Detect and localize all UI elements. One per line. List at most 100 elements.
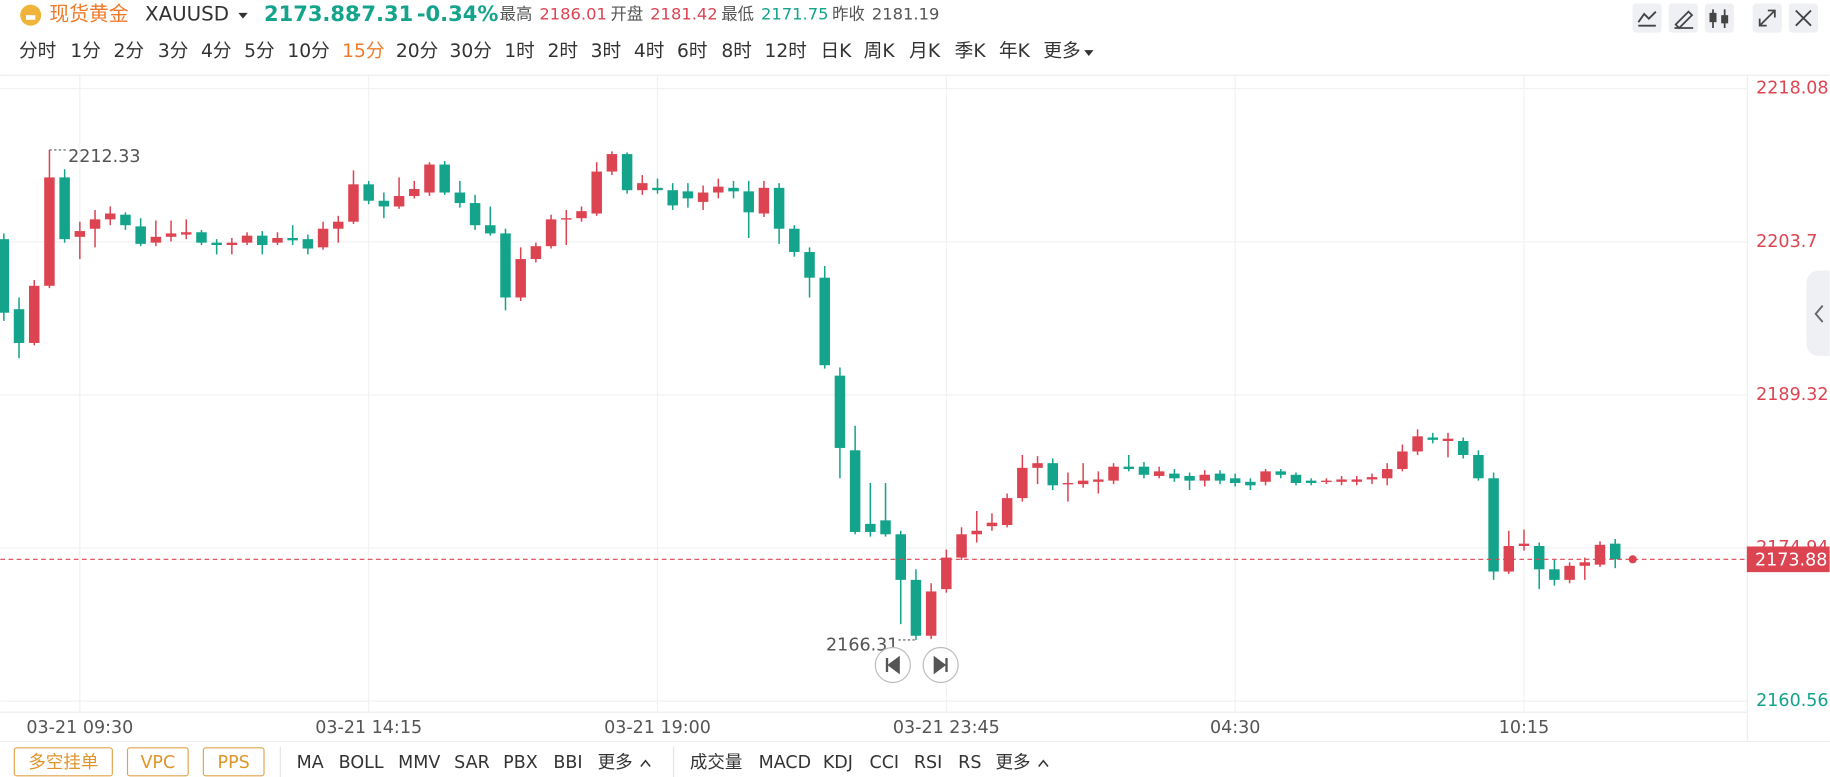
interval-tab[interactable]: 年K <box>999 41 1031 62</box>
candle-body <box>880 520 891 535</box>
price-change-pct: -0.34% <box>417 2 499 26</box>
candle-body <box>986 522 998 527</box>
candle-body <box>333 221 344 229</box>
interval-tab[interactable]: 10分 <box>287 41 329 62</box>
interval-tab[interactable]: 3时 <box>591 41 622 62</box>
candle-body <box>1275 471 1287 475</box>
candle-body <box>758 187 770 214</box>
candle-body <box>1366 477 1378 480</box>
candle-body <box>834 375 846 448</box>
fullscreen-icon <box>1758 9 1776 27</box>
side-panel-handle[interactable] <box>1806 270 1830 356</box>
candle-body <box>789 228 800 253</box>
interval-tab[interactable]: 4时 <box>634 41 665 62</box>
interval-tab[interactable]: 日K <box>821 41 853 62</box>
candle-body <box>941 557 952 590</box>
symbol-dropdown[interactable] <box>238 12 248 19</box>
candle-body <box>1214 473 1226 481</box>
candle-body <box>439 164 450 193</box>
candle-body <box>1533 546 1545 570</box>
indicator-tab[interactable]: MACD <box>759 753 811 773</box>
indicator-tab[interactable]: CCI <box>870 753 900 773</box>
candle-body <box>925 591 937 636</box>
tool-button-label[interactable]: VPC <box>140 753 175 773</box>
interval-tab[interactable]: 30分 <box>450 41 492 62</box>
candle-body <box>1397 451 1408 470</box>
candle-body <box>515 259 526 298</box>
candle-body <box>819 277 830 366</box>
interval-tab[interactable]: 周K <box>864 41 896 62</box>
indicator-tab[interactable]: 成交量 <box>690 753 743 773</box>
stat-value: 2186.01 <box>539 5 607 24</box>
candle-body <box>621 154 633 191</box>
interval-tab[interactable]: 分时 <box>19 41 56 62</box>
candle-body <box>1290 474 1302 483</box>
interval-tab[interactable]: 1分 <box>70 41 101 62</box>
indicator-tab[interactable]: 更多 <box>996 753 1031 773</box>
interval-tab[interactable]: 2分 <box>114 41 145 62</box>
x-tick-label: 04:30 <box>1210 718 1260 738</box>
indicator-tab[interactable]: RSI <box>914 753 942 773</box>
candle-body <box>713 186 724 193</box>
interval-tab[interactable]: 5分 <box>244 41 275 62</box>
interval-tab[interactable]: 季K <box>955 41 987 62</box>
tool-button-label[interactable]: 多空挂单 <box>28 753 98 773</box>
indicator-tab[interactable]: BOLL <box>339 753 384 773</box>
interval-tab[interactable]: 12时 <box>765 41 807 62</box>
high-marker-label: 2212.33 <box>68 147 140 167</box>
candle-body <box>637 183 648 191</box>
candle-body <box>1564 565 1575 580</box>
candle-body <box>743 191 754 213</box>
low-marker-label: 2166.31 <box>826 636 898 656</box>
interval-tab[interactable]: 3分 <box>158 41 189 62</box>
interval-tab[interactable]: 8时 <box>721 41 752 62</box>
candle-body <box>1032 463 1043 468</box>
interval-tab[interactable]: 4分 <box>201 41 232 62</box>
candle-body <box>1153 471 1165 476</box>
candle-body <box>1184 475 1195 481</box>
header: 现货黄金 XAUUSD 2173.88 -7.31 -0.34% 最高 2186.… <box>49 2 939 26</box>
last-price-tag-label: 2173.88 <box>1755 550 1827 570</box>
tool-button[interactable] <box>1704 3 1734 33</box>
candle-body <box>561 218 572 220</box>
indicator-tab[interactable]: BBI <box>553 753 582 773</box>
tool-button-label[interactable]: PPS <box>218 753 250 773</box>
indicator-tab[interactable]: 更多 <box>598 753 633 773</box>
indicator-tab[interactable]: SAR <box>454 753 490 773</box>
expand-caret[interactable] <box>640 759 651 767</box>
indicator-tab[interactable]: RS <box>958 753 981 773</box>
instrument-symbol[interactable]: XAUUSD <box>145 3 229 26</box>
dropdown-caret[interactable] <box>1084 50 1094 56</box>
tool-icon <box>1674 10 1694 30</box>
tool-button[interactable] <box>13 747 113 777</box>
interval-tab[interactable]: 更多 <box>1043 41 1080 62</box>
interval-tab[interactable]: 20分 <box>396 41 438 62</box>
candle-body <box>13 309 25 343</box>
expand-caret[interactable] <box>1038 759 1049 767</box>
interval-tab[interactable]: 15分 <box>342 41 384 62</box>
candle-body <box>1381 469 1393 479</box>
interval-tab[interactable]: 6时 <box>677 41 708 62</box>
candle-body <box>1321 480 1332 483</box>
candle-body <box>910 579 922 636</box>
indicator-tab[interactable]: KDJ <box>823 753 853 773</box>
candle-body <box>1047 463 1058 486</box>
nav-forward-icon <box>933 655 948 675</box>
indicator-tab[interactable]: MA <box>297 753 324 773</box>
candle-body <box>1169 473 1180 479</box>
interval-tab[interactable]: 月K <box>909 41 941 62</box>
indicator-tab[interactable]: MMV <box>398 753 440 773</box>
interval-tab[interactable]: 1时 <box>504 41 535 62</box>
indicator-tab[interactable]: PBX <box>503 753 538 773</box>
grid <box>0 75 1747 712</box>
candle-body <box>576 211 587 219</box>
close-icon <box>1795 9 1812 27</box>
candle-body <box>895 534 906 580</box>
candle-body <box>74 231 86 237</box>
tool-button[interactable] <box>202 747 265 777</box>
candle-body <box>454 192 466 204</box>
tool-button[interactable] <box>126 747 189 777</box>
interval-tab[interactable]: 2时 <box>547 41 578 62</box>
candle-body <box>302 239 314 249</box>
